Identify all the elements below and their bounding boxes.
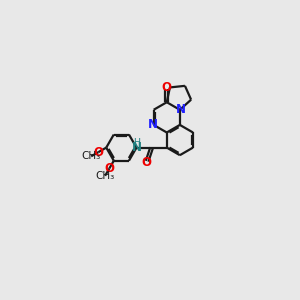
Text: O: O <box>104 162 114 175</box>
Text: CH₃: CH₃ <box>82 151 101 161</box>
Text: N: N <box>148 118 158 131</box>
Text: O: O <box>93 146 103 159</box>
Text: H: H <box>133 138 140 147</box>
Text: CH₃: CH₃ <box>95 171 115 181</box>
Text: O: O <box>141 156 151 169</box>
Text: O: O <box>162 81 172 94</box>
Text: N: N <box>176 103 186 116</box>
Text: N: N <box>131 141 142 154</box>
